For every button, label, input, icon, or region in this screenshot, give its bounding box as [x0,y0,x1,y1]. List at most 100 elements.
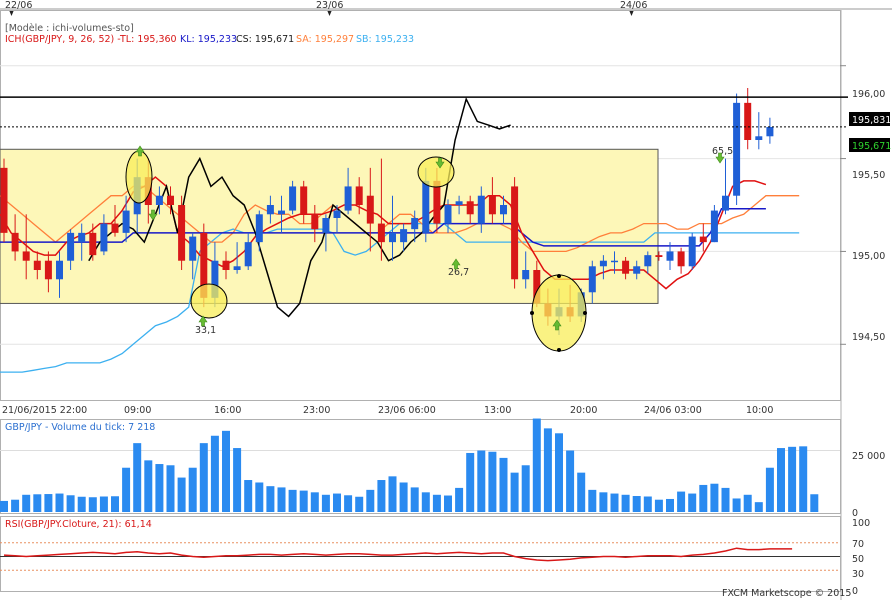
date-marker-triangle [629,10,634,16]
current-price-box: 195,671 [849,138,891,152]
highlight-ellipse [417,156,455,188]
volume-bar [477,450,486,512]
price-tick: 196,00 [852,89,885,100]
candle-body [100,223,108,252]
candle-body [33,260,41,270]
price-tick: 194,50 [852,332,885,343]
candle-body [622,260,630,274]
volume-bar [521,465,530,512]
volume-bar [0,500,8,512]
footer-copyright: FXCM Marketscope © 2015 [722,588,851,599]
candle-body [599,260,607,267]
candle-body [710,210,718,243]
candle-body [200,232,208,298]
candle-body [522,270,530,280]
indicator-label: ICH(GBP/JPY, 9, 26, 52) - [5,34,121,45]
volume-bar [588,489,597,512]
volume-bar [99,496,108,512]
candle-body [178,205,186,261]
volume-bar [55,493,64,512]
candle-body [0,167,8,233]
volume-bar [155,464,164,512]
volume-bar [355,496,364,512]
volume-bar [266,486,275,512]
candle-body [500,205,507,215]
volume-bar [543,428,552,512]
price-levels [0,96,848,128]
candle-body [766,127,774,137]
volume-bar [532,418,541,512]
price-axis: 196,00 195,50 195,00 194,50 [852,89,885,343]
time-tick: 23/06 06:00 [378,405,436,416]
candle-body [488,195,496,215]
date-marker-triangle [327,10,332,16]
volume-bar [22,494,31,512]
volume-bar [377,480,386,512]
candle-body [611,260,618,263]
kl-label: KL: 195,233 [180,34,237,45]
candle-body [155,195,163,205]
volume-bar [455,487,464,512]
volume-bar [222,430,230,512]
candle-body [289,186,297,211]
volume-bar [122,467,131,512]
candle-body [189,236,197,261]
rsi-title: RSI(GBP/JPY.Cloture, 21): 61,14 [5,519,152,530]
volume-bar [77,496,86,512]
volume-bar [233,448,242,512]
candle-body [588,266,596,293]
volume-bar [555,433,563,512]
up-arrow-icon [198,315,208,327]
down-arrow-icon [435,157,445,169]
time-tick: 24/06 03:00 [644,405,702,416]
volume-bar [144,460,153,512]
current-box-bg [849,138,890,152]
candle-body [666,251,674,261]
volume-axis-tick: 25 000 [852,451,885,462]
volume-bar [177,477,186,512]
candle-body [78,232,86,243]
volume-bar [632,496,641,512]
volume-bar [643,496,652,512]
date-marker: 23/06 [316,0,343,11]
annotation-label: 65,5 [712,146,733,157]
volume-bar [210,435,219,512]
resistance-price: 195,831 [852,115,891,126]
resistance-price-box: 195,831 [849,112,891,126]
volume-bar [188,467,197,512]
date-marker: 24/06 [620,0,647,11]
candle-body [67,232,75,261]
volume-bars [0,418,840,512]
candle-body [389,232,396,243]
volume-axis-tick: 0 [852,508,858,519]
candle-body [755,136,763,140]
volume-bar [710,483,719,512]
volume-bar [166,465,175,512]
candle-body [455,201,463,205]
volume-bar [111,496,119,512]
volume-title: GBP/JPY - Volume du tick: 7 218 [5,422,155,433]
volume-bar [566,450,575,512]
highlight-ellipse [125,150,153,204]
candle-body [511,186,519,280]
rsi-axis-tick: 50 [852,554,864,565]
down-arrow-icon [715,152,725,164]
candle-body [688,236,696,267]
volume-bar [88,497,97,512]
volume-panel-frame [0,419,841,514]
volume-bar [743,494,752,512]
candle-body [422,180,430,233]
sa-label: SA: 195,297 [296,34,354,45]
volume-bar [699,484,708,512]
rsi-axis-tick: 0 [852,586,858,597]
highlight-ellipse [531,274,587,352]
rsi-axis-tick: 100 [852,518,870,529]
cs-label: CS: 195,671 [236,34,294,45]
candle-body [22,251,30,261]
volume-bar [777,448,785,512]
volume-bar [654,499,663,512]
rsi-series [0,542,840,571]
volume-bar [499,457,508,512]
candle-body [244,242,252,267]
